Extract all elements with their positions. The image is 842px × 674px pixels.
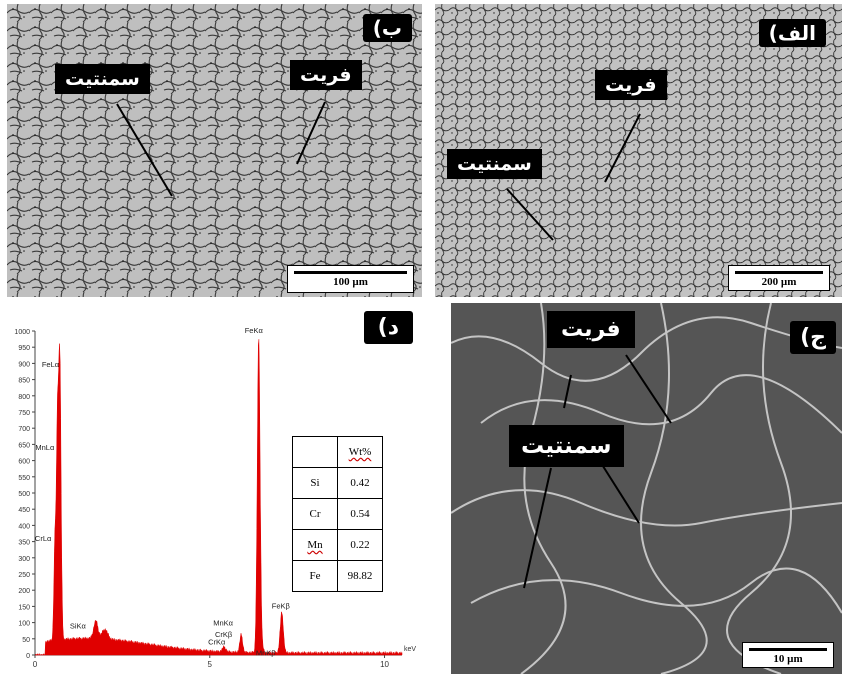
x-tick-label: 5: [208, 660, 213, 669]
peak-label: CrKβ: [215, 630, 233, 639]
y-tick-label: 150: [18, 604, 30, 611]
scale-bar-line: [735, 271, 823, 274]
y-tick-label: 450: [18, 507, 30, 514]
y-tick-label: 50: [22, 637, 30, 644]
scale-bar-jim: 10 µm: [742, 642, 834, 668]
scale-bar-alef: 200 µm: [728, 265, 830, 291]
table-cell: [292, 436, 338, 468]
y-tick-label: 600: [18, 459, 30, 466]
table-row: Fe 98.82: [292, 560, 383, 592]
x-tick-label: 10: [380, 660, 389, 669]
x-tick-label: 0: [33, 660, 38, 669]
ferrite-label: فریت: [547, 311, 635, 348]
spectrum-series: [35, 339, 403, 656]
element-cell: Cr: [292, 498, 338, 530]
x-axis-label: keV: [404, 646, 416, 653]
y-tick-label: 250: [18, 572, 30, 579]
peak-label: CrKα: [208, 638, 226, 647]
scale-bar-text: 10 µm: [773, 653, 803, 665]
y-tick-label: 400: [18, 523, 30, 530]
scale-bar-line: [294, 271, 407, 274]
sem-texture: [451, 303, 842, 674]
y-tick-label: 1000: [14, 329, 30, 336]
ferrite-label: فریت: [290, 60, 362, 90]
cementite-label: سمنتیت: [447, 149, 542, 179]
y-tick-label: 550: [18, 475, 30, 482]
panel-tag-alef: الف): [758, 19, 826, 47]
table-header-row: Wt%: [292, 436, 383, 468]
panel-tag-dal: د): [363, 311, 413, 344]
ferrite-label: فریت: [595, 70, 667, 100]
element-cell: Si: [292, 467, 338, 499]
eds-spectrum-chart: 0501001502002503003504004505005506006507…: [14, 326, 416, 669]
scale-bar-text: 200 µm: [761, 276, 797, 288]
y-tick-label: 950: [18, 345, 30, 352]
y-tick-label: 350: [18, 540, 30, 547]
table-row: Cr 0.54: [292, 498, 383, 530]
value-cell: 0.22: [337, 529, 383, 561]
eds-spectrum-panel: 0 50 100 150 200 250 300 350 400 450 500 550 600 650 7…: [0, 303, 425, 674]
value-cell: 0.42: [337, 467, 383, 499]
element-cell: Fe: [292, 560, 338, 592]
y-tick-label: 500: [18, 491, 30, 498]
micrograph-texture-b: [7, 4, 422, 297]
y-tick-label: 750: [18, 410, 30, 417]
scale-bar-text: 100 µm: [333, 276, 368, 288]
peak-label: MnKβ: [256, 648, 276, 657]
peak-label: CrLα: [35, 534, 52, 543]
micrograph-panel-alef: الف) فریت سمنتیت 200 µm: [435, 4, 842, 297]
peak-label: FeLα: [42, 360, 60, 369]
y-tick-label: 850: [18, 378, 30, 385]
scale-bar-b: 100 µm: [287, 265, 414, 293]
value-cell: 0.54: [337, 498, 383, 530]
micrograph-panel-b: ب) سمنتیت فریت 100 µm: [7, 4, 422, 297]
y-tick-label: 0: [26, 653, 30, 660]
composition-table: Wt% Si 0.42 Cr 0.54 Mn 0.22 Fe 98.82: [292, 436, 383, 592]
sem-panel-jim: ج) فریت سمنتیت 10 µm: [451, 303, 842, 674]
peak-label: FeKα: [245, 326, 264, 335]
panel-tag-jim: ج): [790, 321, 836, 354]
table-row: Si 0.42: [292, 467, 383, 499]
cementite-label: سمنتیت: [55, 64, 150, 94]
y-tick-label: 300: [18, 556, 30, 563]
y-tick-label: 100: [18, 621, 30, 628]
element-cell: Mn: [292, 529, 338, 561]
y-tick-label: 700: [18, 426, 30, 433]
value-cell: 98.82: [337, 560, 383, 592]
peak-label: FeKβ: [272, 602, 291, 611]
scale-bar-line: [749, 648, 827, 651]
y-tick-label: 900: [18, 361, 30, 368]
peak-label: MnKα: [213, 619, 233, 628]
y-tick-label: 200: [18, 588, 30, 595]
table-header-wt: Wt%: [337, 436, 383, 468]
cementite-label: سمنتیت: [509, 425, 624, 467]
table-row: Mn 0.22: [292, 529, 383, 561]
y-tick-label: 650: [18, 442, 30, 449]
panel-tag-b: ب): [362, 14, 412, 42]
y-tick-label: 800: [18, 394, 30, 401]
peak-label: SiKα: [70, 621, 87, 630]
peak-label: MnLα: [35, 443, 55, 452]
